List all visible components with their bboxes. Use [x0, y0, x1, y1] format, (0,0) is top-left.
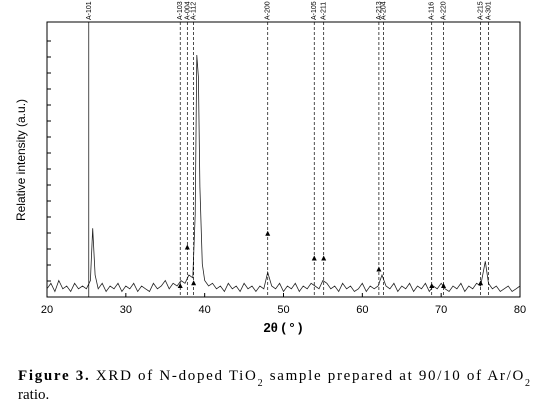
x-tick-label: 70 [435, 304, 447, 316]
x-tick-label: 50 [277, 304, 289, 316]
peak-label: A-215 [478, 1, 485, 20]
reference-marker [429, 283, 435, 288]
peak-label: A-211 [321, 2, 328, 20]
caption-label: Figure 3. [18, 368, 89, 384]
reference-marker [441, 283, 447, 288]
peak-label: A-105 [311, 1, 318, 20]
reference-marker [184, 244, 190, 250]
y-axis-label: Relative intensity (a.u.) [14, 99, 28, 221]
peak-label: A-213 [376, 1, 383, 20]
peak-label: A-200 [265, 1, 272, 20]
reference-marker [265, 230, 271, 236]
peak-label: A-112 [191, 2, 198, 20]
caption-line: Figure 3. XRD of N-doped TiO 2 sample pre… [18, 368, 530, 389]
peak-label: A-204 [381, 1, 388, 20]
peak-label: A-301 [485, 1, 492, 20]
x-tick-label: 20 [41, 304, 53, 316]
caption-line: ratio. [18, 387, 49, 403]
reference-marker [191, 280, 197, 286]
reference-marker [321, 255, 327, 261]
plot-frame [46, 21, 521, 298]
x-tick-label: 80 [514, 304, 526, 316]
reference-marker [478, 280, 484, 286]
x-tick-label: 60 [356, 304, 368, 316]
caption-text: 2 [525, 378, 530, 389]
reference-marker [177, 283, 183, 288]
caption-text: sample prepared at 90/10 of Ar/O [264, 368, 523, 384]
reference-marker [311, 255, 317, 261]
peak-label: A-101 [86, 1, 93, 20]
caption-text: 2 [258, 378, 263, 389]
caption-text: XRD of N-doped TiO [96, 368, 256, 384]
peak-label: A-004 [184, 1, 191, 20]
reference-marker [376, 266, 382, 272]
peak-label: A-103 [177, 1, 184, 20]
x-tick-label: 40 [199, 304, 211, 316]
x-tick-label: 30 [120, 304, 132, 316]
x-axis-label: 2θ ( ° ) [264, 320, 303, 335]
peak-label: A-116 [429, 2, 436, 20]
xrd-pattern [46, 54, 521, 293]
peak-label: A-220 [441, 1, 448, 20]
